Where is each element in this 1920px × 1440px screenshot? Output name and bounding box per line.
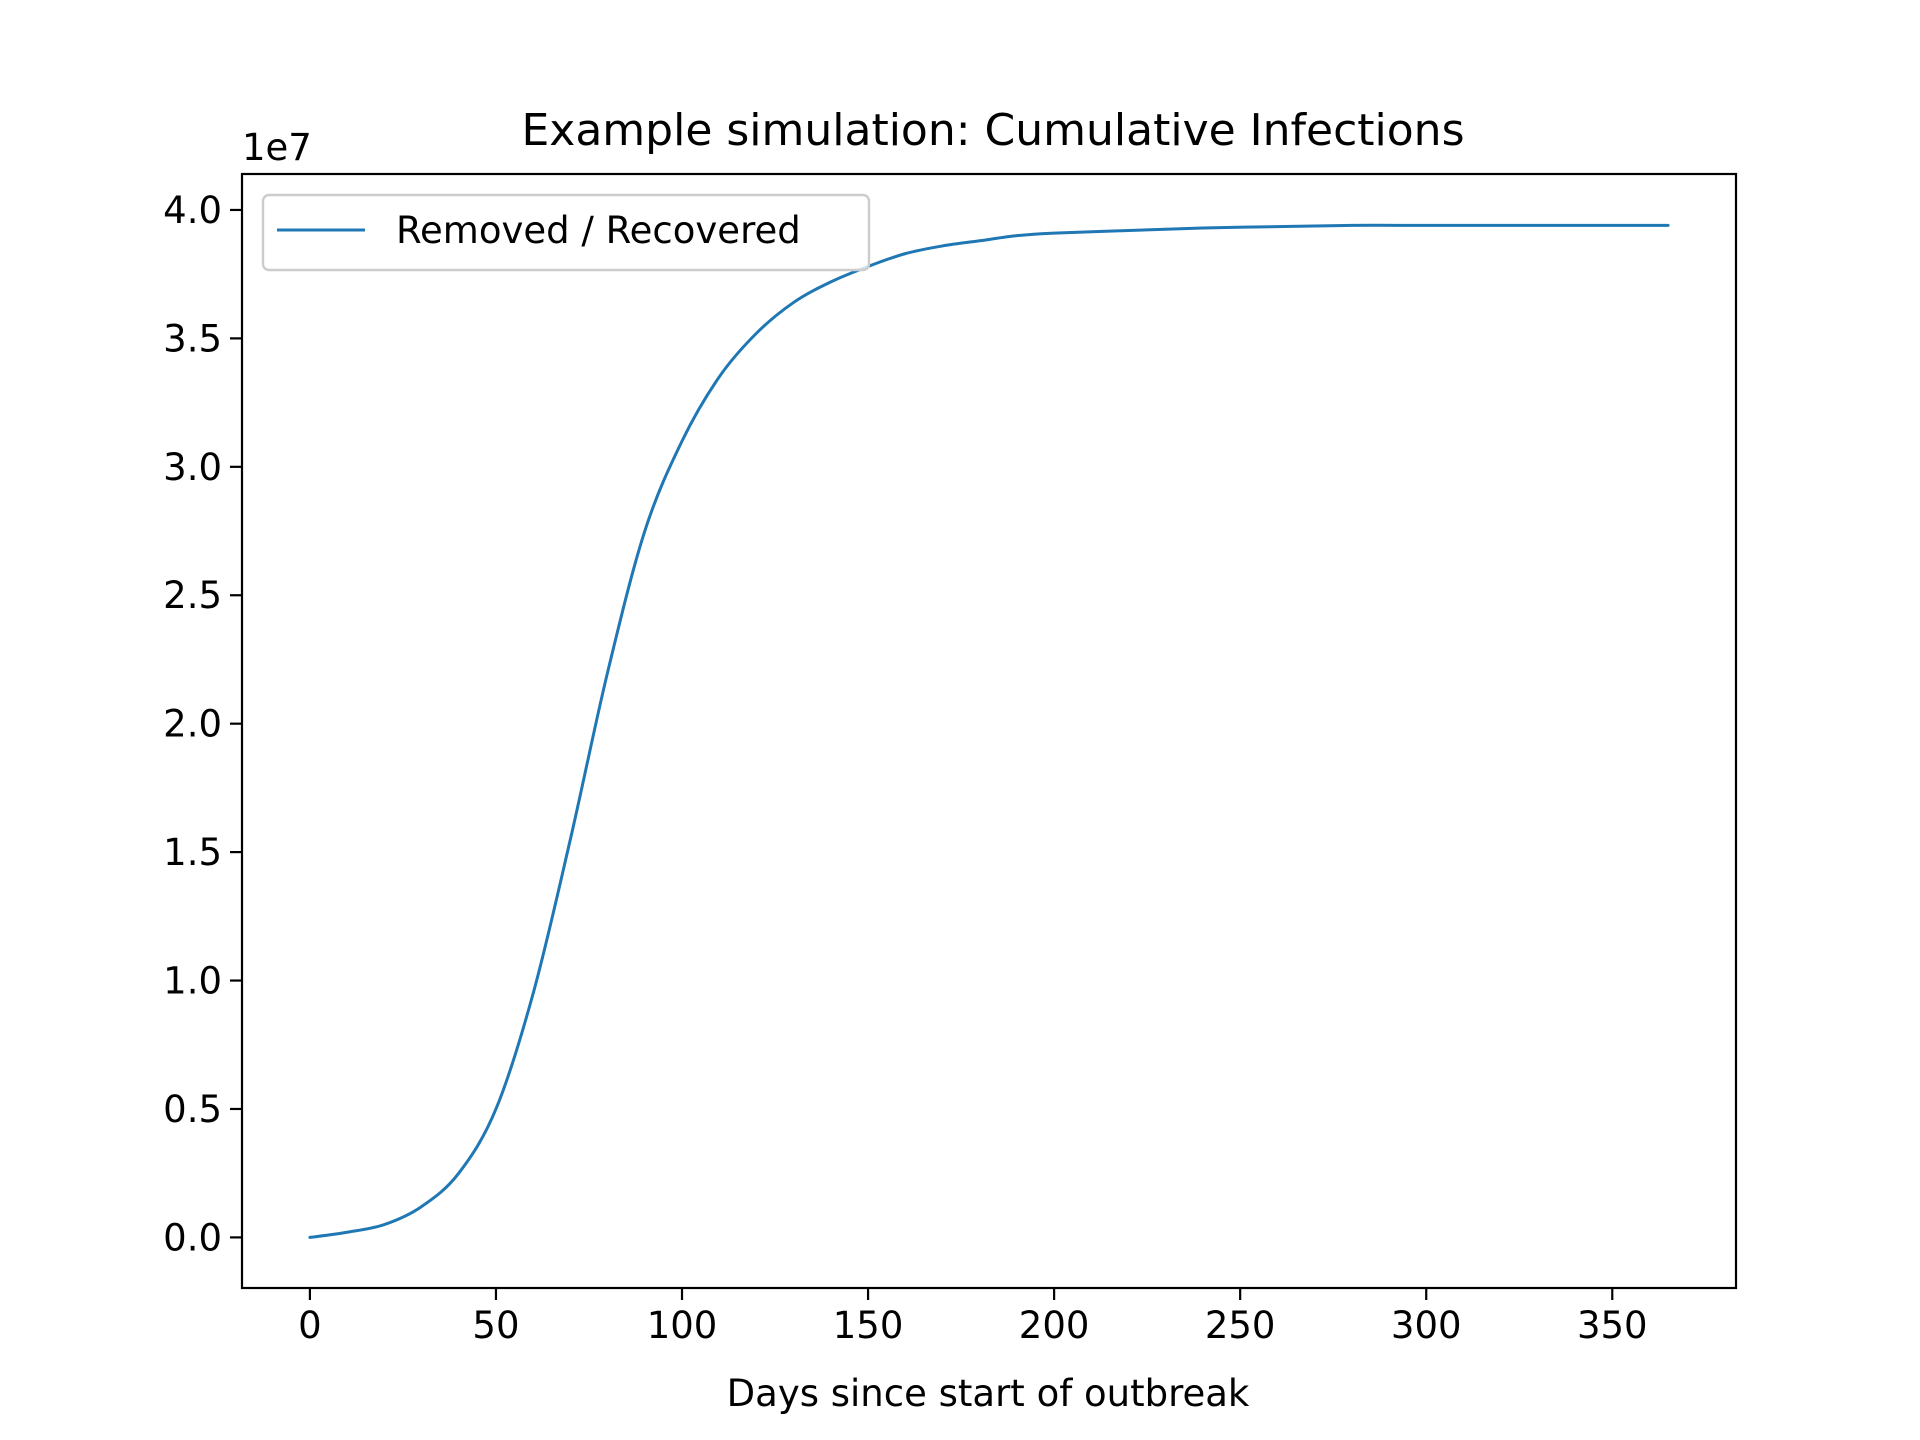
- x-tick-label: 150: [833, 1304, 904, 1347]
- y-tick-label: 0.0: [163, 1216, 222, 1259]
- series-line-removed-recovered: [308, 223, 1670, 1239]
- x-tick-label: 200: [1019, 1304, 1090, 1347]
- y-tick-label: 1.0: [163, 960, 222, 1003]
- x-tick-label: 350: [1577, 1304, 1648, 1347]
- y-axis-offset-label: 1e7: [242, 126, 312, 169]
- y-tick-label: 2.5: [163, 574, 222, 617]
- y-tick-label: 0.5: [163, 1088, 222, 1131]
- chart-title: Example simulation: Cumulative Infection…: [522, 105, 1465, 156]
- x-tick-label: 100: [647, 1304, 718, 1347]
- x-tick-label: 0: [298, 1304, 322, 1347]
- y-tick-label: 2.0: [163, 703, 222, 746]
- plot-frame: [240, 172, 1738, 1290]
- x-tick-label: 300: [1391, 1304, 1462, 1347]
- x-axis-label: Days since start of outbreak: [727, 1372, 1250, 1415]
- y-axis-ticks: 0.0 0.5 1.0 1.5 2.0 2.5 3.0 3.5 4.0: [163, 189, 242, 1259]
- y-tick-label: 3.0: [163, 446, 222, 489]
- legend-box: [261, 193, 871, 272]
- x-axis-ticks: 0 50 100 150 200 250 300 350: [298, 1288, 1648, 1347]
- y-tick-label: 4.0: [163, 189, 222, 232]
- series-layer: [308, 223, 1670, 1239]
- legend-label: Removed / Recovered: [396, 209, 801, 252]
- x-tick-label: 250: [1205, 1304, 1276, 1347]
- y-tick-label: 3.5: [163, 317, 222, 360]
- x-tick-label: 50: [472, 1304, 519, 1347]
- y-tick-label: 1.5: [163, 831, 222, 874]
- legend: Removed / Recovered: [261, 193, 871, 272]
